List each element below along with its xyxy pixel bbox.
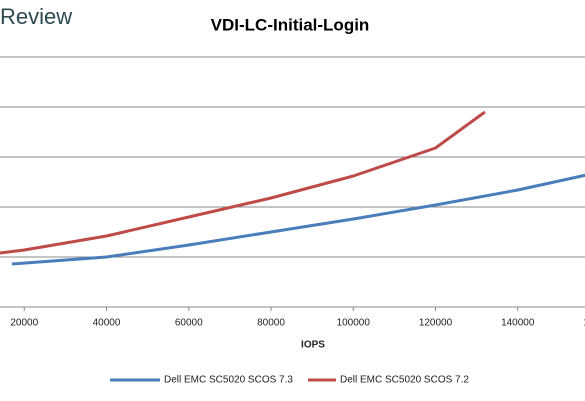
- x-tick-label: 60000: [175, 318, 203, 329]
- chart-title: VDI-LC-Initial-Login: [211, 15, 370, 34]
- legend-label: Dell EMC SC5020 SCOS 7.2: [340, 375, 469, 386]
- x-tick-label: 20000: [10, 318, 38, 329]
- line-series: [0, 110, 486, 255]
- x-tick-label: 120000: [419, 318, 453, 329]
- line-series: [11, 173, 585, 266]
- x-tick-label: 160000: [583, 318, 585, 329]
- x-tick-label: 40000: [93, 318, 121, 329]
- x-axis-label: IOPS: [301, 340, 325, 351]
- x-tick-label: 80000: [257, 318, 285, 329]
- x-tick-label: 140000: [501, 318, 535, 329]
- x-tick-label: 100000: [337, 318, 371, 329]
- legend-label: Dell EMC SC5020 SCOS 7.3: [164, 375, 293, 386]
- brand: Review: [0, 4, 72, 29]
